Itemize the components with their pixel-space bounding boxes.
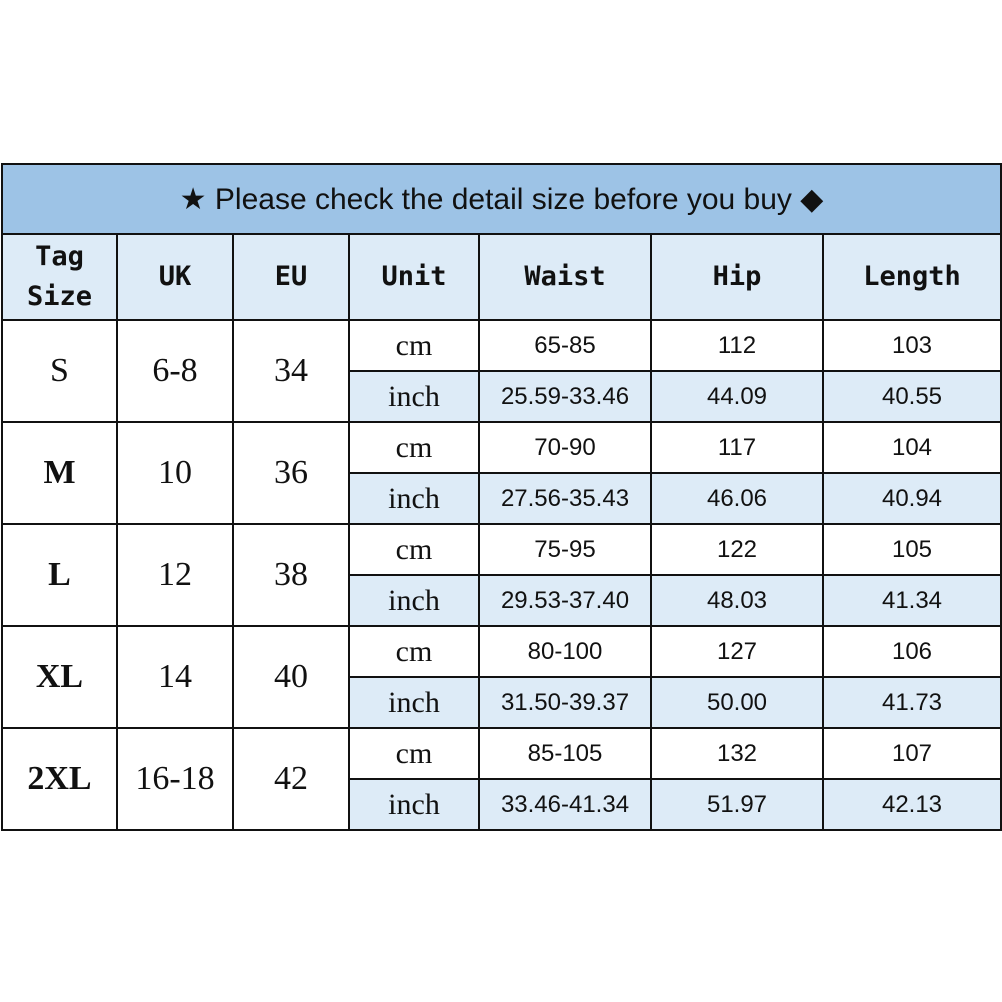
length-cell: 106	[821, 625, 1002, 678]
table-row-inch: inch 25.59-33.46 44.09 40.55	[2, 370, 1002, 423]
uk-size-cell: 10	[116, 421, 234, 525]
length-cell: 104	[821, 421, 1002, 474]
tag-size-cell: M	[1, 421, 118, 525]
hip-cell: 122	[650, 523, 824, 576]
unit-cell: inch	[348, 574, 480, 627]
waist-cell: 25.59-33.46	[478, 370, 652, 423]
uk-size-cell: 16-18	[116, 727, 234, 831]
hip-cell: 50.00	[650, 676, 824, 729]
tag-size-cell: XL	[1, 625, 118, 729]
table-row-inch: inch 29.53-37.40 48.03 41.34	[2, 574, 1002, 627]
table-title: ★ Please check the detail size before yo…	[0, 163, 1002, 235]
unit-cell: cm	[348, 319, 480, 372]
eu-size-cell: 38	[232, 523, 350, 627]
header-row: Tag Size UK EU Unit Waist Hip Length	[1, 233, 1002, 321]
hip-cell: 132	[650, 727, 824, 780]
waist-cell: 27.56-35.43	[478, 472, 652, 525]
hip-cell: 46.06	[650, 472, 824, 525]
header-length: Length	[821, 233, 1002, 321]
hip-cell: 48.03	[650, 574, 824, 627]
length-cell: 40.55	[821, 370, 1002, 423]
uk-size-cell: 12	[116, 523, 234, 627]
eu-size-cell: 36	[232, 421, 350, 525]
eu-size-cell: 34	[232, 319, 350, 423]
hip-cell: 127	[650, 625, 824, 678]
unit-cell: cm	[348, 625, 480, 678]
waist-cell: 65-85	[478, 319, 652, 372]
eu-size-cell: 42	[232, 727, 350, 831]
waist-cell: 29.53-37.40	[478, 574, 652, 627]
header-uk: UK	[116, 233, 234, 321]
header-eu: EU	[232, 233, 350, 321]
table-row-inch: inch 31.50-39.37 50.00 41.73	[2, 676, 1002, 729]
table-row-inch: inch 33.46-41.34 51.97 42.13	[2, 778, 1002, 831]
waist-cell: 31.50-39.37	[478, 676, 652, 729]
unit-cell: cm	[348, 727, 480, 780]
table-row-cm: L 12 38 cm 75-95 122 105	[1, 523, 1002, 627]
tag-size-cell: S	[1, 319, 118, 423]
table-row-cm: XL 14 40 cm 80-100 127 106	[1, 625, 1002, 729]
header-tag-size: Tag Size	[1, 233, 118, 321]
waist-cell: 75-95	[478, 523, 652, 576]
length-cell: 41.73	[821, 676, 1002, 729]
length-cell: 41.34	[821, 574, 1002, 627]
header-unit: Unit	[348, 233, 480, 321]
table-row-inch: inch 27.56-35.43 46.06 40.94	[2, 472, 1002, 525]
header-hip: Hip	[650, 233, 824, 321]
unit-cell: inch	[348, 676, 480, 729]
length-cell: 107	[821, 727, 1002, 780]
unit-cell: inch	[348, 778, 480, 831]
table-row-cm: S 6-8 34 cm 65-85 112 103	[1, 319, 1002, 423]
waist-cell: 70-90	[478, 421, 652, 474]
unit-cell: cm	[348, 421, 480, 474]
tag-size-cell: 2XL	[1, 727, 118, 831]
unit-cell: inch	[348, 472, 480, 525]
table-row-cm: 2XL 16-18 42 cm 85-105 132 107	[1, 727, 1002, 831]
hip-cell: 44.09	[650, 370, 824, 423]
length-cell: 42.13	[821, 778, 1002, 831]
waist-cell: 85-105	[478, 727, 652, 780]
length-cell: 103	[821, 319, 1002, 372]
hip-cell: 117	[650, 421, 824, 474]
header-waist: Waist	[478, 233, 652, 321]
waist-cell: 80-100	[478, 625, 652, 678]
length-cell: 40.94	[821, 472, 1002, 525]
eu-size-cell: 40	[232, 625, 350, 729]
hip-cell: 112	[650, 319, 824, 372]
hip-cell: 51.97	[650, 778, 824, 831]
table-row-cm: M 10 36 cm 70-90 117 104	[1, 421, 1002, 525]
uk-size-cell: 6-8	[116, 319, 234, 423]
tag-size-cell: L	[1, 523, 118, 627]
unit-cell: cm	[348, 523, 480, 576]
uk-size-cell: 14	[116, 625, 234, 729]
size-chart-table: ★ Please check the detail size before yo…	[0, 163, 1002, 831]
unit-cell: inch	[348, 370, 480, 423]
waist-cell: 33.46-41.34	[478, 778, 652, 831]
length-cell: 105	[821, 523, 1002, 576]
